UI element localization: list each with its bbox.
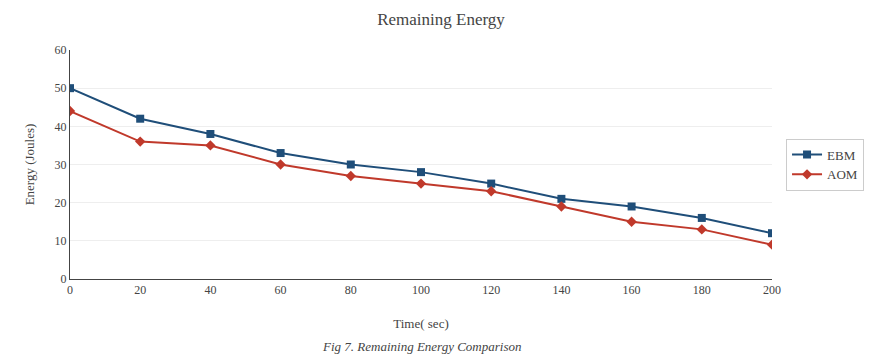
- svg-text:Energy (Joules): Energy (Joules): [22, 124, 37, 206]
- svg-text:Fig 7. Remaining Energy Compar: Fig 7. Remaining Energy Comparison: [322, 339, 521, 354]
- svg-text:60: 60: [55, 43, 67, 57]
- svg-text:0: 0: [67, 283, 73, 297]
- svg-text:20: 20: [55, 196, 67, 210]
- svg-text:50: 50: [55, 81, 67, 95]
- svg-text:100: 100: [412, 283, 430, 297]
- svg-text:Remaining Energy: Remaining Energy: [377, 10, 505, 29]
- svg-text:180: 180: [693, 283, 711, 297]
- svg-text:30: 30: [55, 158, 67, 172]
- svg-text:160: 160: [623, 283, 641, 297]
- svg-text:40: 40: [204, 283, 216, 297]
- svg-text:60: 60: [275, 283, 287, 297]
- svg-text:10: 10: [55, 234, 67, 248]
- svg-text:0: 0: [61, 272, 67, 286]
- svg-text:Time( sec): Time( sec): [393, 316, 449, 331]
- svg-text:AOM: AOM: [827, 167, 858, 182]
- svg-text:140: 140: [552, 283, 570, 297]
- svg-text:200: 200: [763, 283, 781, 297]
- svg-text:80: 80: [345, 283, 357, 297]
- svg-text:120: 120: [482, 283, 500, 297]
- svg-text:20: 20: [134, 283, 146, 297]
- svg-text:40: 40: [55, 120, 67, 134]
- svg-text:EBM: EBM: [827, 148, 856, 163]
